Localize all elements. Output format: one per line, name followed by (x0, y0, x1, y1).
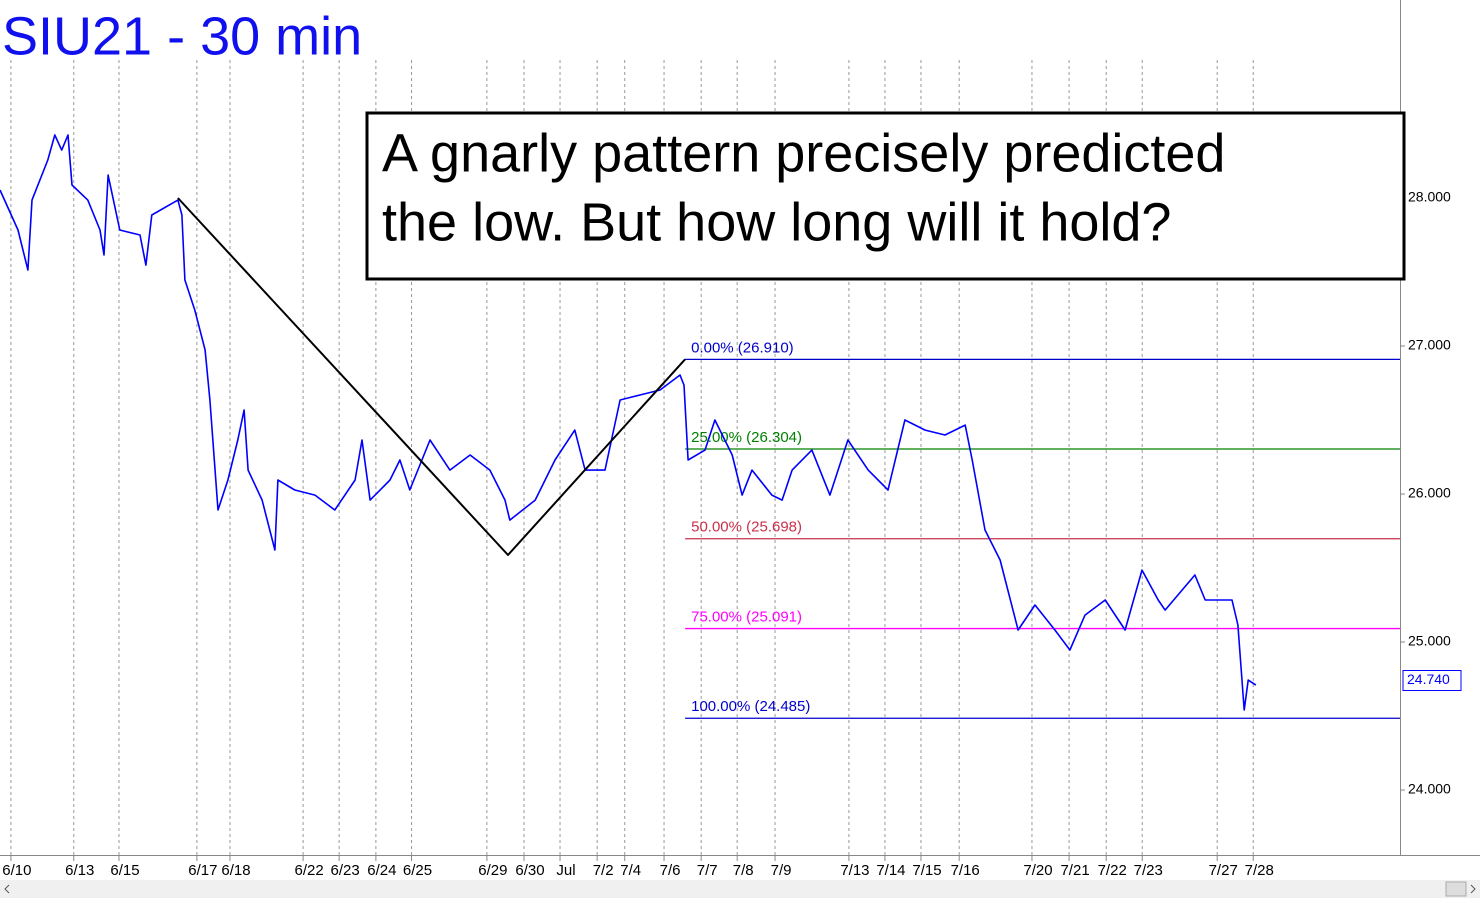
annotation-line: the low. But how long will it hold? (382, 192, 1171, 252)
scrollbar[interactable] (0, 880, 1480, 898)
x-tick-label: 6/13 (65, 862, 94, 879)
scroll-right[interactable] (1470, 884, 1476, 894)
x-tick-label: 7/23 (1134, 862, 1163, 879)
x-tick-label: 6/25 (403, 862, 432, 879)
y-tick-label: 28.000 (1408, 189, 1451, 205)
x-tick-label: 6/10 (2, 862, 31, 879)
last-price-box (1402, 670, 1462, 692)
x-tick-label: 7/27 (1209, 862, 1238, 879)
x-tick-label: 7/8 (733, 862, 754, 879)
fib-label: 100.00% (24.485) (691, 698, 810, 715)
annotation-box (365, 111, 1406, 281)
scroll-left[interactable] (4, 884, 10, 894)
x-tick-label: 7/21 (1060, 862, 1089, 879)
price-line (0, 134, 1257, 711)
x-tick-label: 7/15 (912, 862, 941, 879)
x-tick-label: 6/17 (188, 862, 217, 879)
fib-label: 0.00% (26.910) (691, 339, 794, 356)
chart-title: SIU21 - 30 min (2, 6, 362, 66)
x-tick-label: 6/29 (478, 862, 507, 879)
x-tick-label: 6/24 (367, 862, 396, 879)
x-tick-label: 7/9 (771, 862, 792, 879)
x-tick-label: 7/20 (1023, 862, 1052, 879)
x-tick-label: 7/6 (660, 862, 681, 879)
y-tick-label: 26.000 (1408, 485, 1451, 501)
x-tick-label: 7/4 (620, 862, 641, 879)
y-tick-label: 25.000 (1408, 633, 1451, 649)
x-tick-label: Jul (556, 862, 575, 879)
annotation-line: A gnarly pattern precisely predicted (382, 123, 1225, 183)
x-tick-label: 7/7 (697, 862, 718, 879)
fib-label: 50.00% (25.698) (691, 519, 802, 536)
x-tick-label: 7/16 (951, 862, 980, 879)
x-tick-label: 6/18 (221, 862, 250, 879)
x-tick-label: 6/22 (295, 862, 324, 879)
y-tick-label: 24.000 (1408, 781, 1451, 797)
y-tick-label: 27.000 (1408, 337, 1451, 353)
x-tick-label: 7/2 (593, 862, 614, 879)
x-tick-label: 6/30 (515, 862, 544, 879)
x-tick-label: 7/28 (1245, 862, 1274, 879)
x-tick-label: 7/22 (1098, 862, 1127, 879)
scroll-thumb[interactable] (1445, 881, 1467, 897)
price-line (177, 197, 686, 556)
x-tick-label: 6/23 (331, 862, 360, 879)
x-tick-label: 6/15 (110, 862, 139, 879)
fib-levels: 0.00% (26.910) 25.00% (26.304) 50.00% (25.… (685, 339, 1400, 719)
fib-label: 25.00% (26.304) (691, 429, 802, 446)
fib-label: 75.00% (25.091) (691, 609, 802, 626)
x-tick-label: 7/14 (876, 862, 905, 879)
axes: 6/10 6/13 6/15 6/17 6/18 6/22 6/23 6/24 6/25 6/29… (2, 189, 1462, 879)
x-tick-label: 7/13 (840, 862, 869, 879)
price-lines (0, 134, 1257, 711)
last-price-label: 24.740 (1407, 671, 1450, 687)
